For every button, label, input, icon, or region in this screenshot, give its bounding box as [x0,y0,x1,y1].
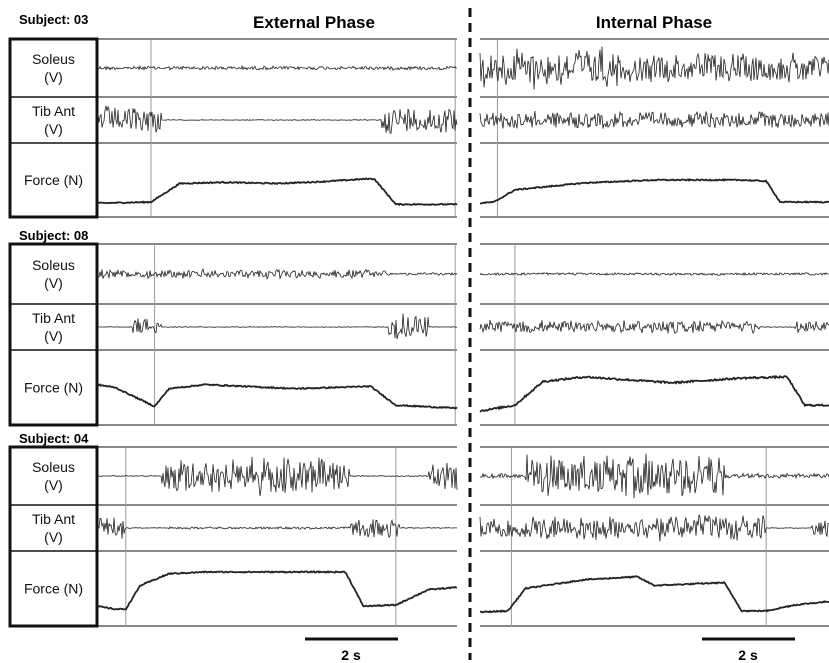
soleus-emg-trace [479,453,829,499]
channel-label: (V) [44,121,63,137]
channel-label: Tib Ant [32,103,75,119]
channel-label: Force (N) [24,380,83,396]
force-trace [96,177,458,207]
soleus-emg-trace [479,271,829,277]
tibialis-anterior-emg-trace [479,514,829,542]
tibialis-anterior-emg-trace [479,319,829,335]
channel-label: Tib Ant [32,511,75,527]
subject-label: Subject: 04 [19,431,89,446]
force-trace [479,374,829,413]
subject-label: Subject: 03 [19,12,88,27]
channel-label: (V) [44,477,63,493]
channel-label: Soleus [32,459,75,475]
channel-label: Soleus [32,257,75,273]
force-trace [480,178,829,205]
tibialis-anterior-emg-trace [96,517,458,539]
label-box-frame [8,37,99,219]
scale-bar-label: 2 s [341,647,361,663]
channel-label: (V) [44,275,63,291]
tibialis-anterior-emg-trace [479,110,829,129]
force-trace [96,570,458,611]
force-trace [96,383,458,410]
external-phase-title: External Phase [253,13,375,32]
channel-label: (V) [44,328,63,344]
soleus-emg-trace [96,456,458,497]
scale-bar-label: 2 s [738,647,758,663]
tibialis-anterior-emg-trace [97,313,457,340]
channel-label: (V) [44,69,63,85]
channel-label: Tib Ant [32,310,75,326]
label-box-frame [8,445,99,628]
soleus-emg-trace [96,64,458,71]
force-trace [480,575,829,614]
internal-phase-title: Internal Phase [596,13,712,32]
channel-label: Force (N) [24,581,83,597]
channel-label: Soleus [32,51,75,67]
tibialis-anterior-emg-trace [96,105,458,134]
channel-label: (V) [44,529,63,545]
soleus-emg-trace [479,46,829,90]
channel-label: Force (N) [24,172,83,188]
soleus-emg-trace [96,268,458,280]
label-box-frame [8,242,99,427]
subject-label: Subject: 08 [19,228,88,243]
